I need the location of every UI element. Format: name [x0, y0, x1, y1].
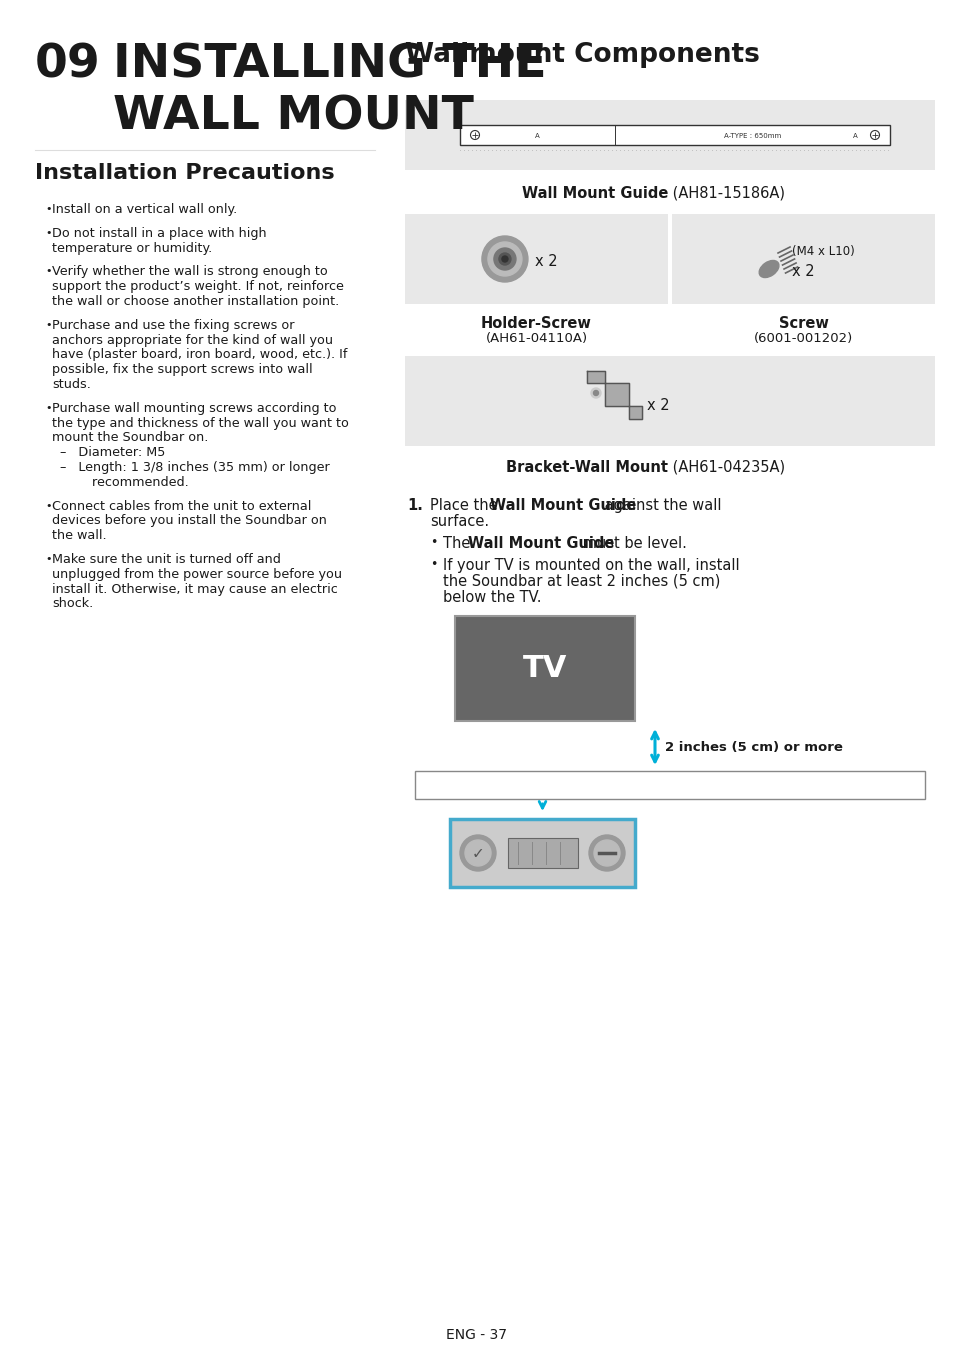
Circle shape [590, 389, 600, 398]
Text: x 2: x 2 [535, 255, 557, 269]
Text: Holder-Screw: Holder-Screw [480, 315, 591, 330]
Text: anchors appropriate for the kind of wall you: anchors appropriate for the kind of wall… [52, 333, 333, 347]
Text: the wall or choose another installation point.: the wall or choose another installation … [52, 295, 339, 307]
Circle shape [494, 248, 516, 269]
Circle shape [594, 839, 619, 867]
Text: x 2: x 2 [791, 264, 814, 279]
Text: WALL MOUNT: WALL MOUNT [112, 95, 474, 139]
Text: –   Length: 1 3/8 inches (35 mm) or longer: – Length: 1 3/8 inches (35 mm) or longer [60, 460, 330, 474]
Bar [459, 125, 889, 145]
Text: Wall Mount Guide: Wall Mount Guide [468, 536, 614, 551]
Text: (M4 x L10): (M4 x L10) [791, 245, 854, 257]
Text: •: • [430, 536, 436, 548]
Text: the type and thickness of the wall you want to: the type and thickness of the wall you w… [52, 417, 349, 429]
Ellipse shape [759, 260, 778, 278]
Text: •: • [45, 501, 51, 510]
Bar [671, 214, 934, 305]
Text: the Soundbar at least 2 inches (5 cm): the Soundbar at least 2 inches (5 cm) [442, 574, 720, 589]
Text: (AH81-15186A): (AH81-15186A) [667, 185, 784, 200]
Text: unplugged from the power source before you: unplugged from the power source before y… [52, 567, 341, 581]
Text: •: • [45, 267, 51, 276]
Text: •: • [430, 558, 436, 571]
Text: INSTALLING THE: INSTALLING THE [112, 42, 546, 87]
Text: •: • [45, 554, 51, 565]
Text: •: • [45, 320, 51, 330]
Text: x 2: x 2 [646, 398, 669, 413]
Bar [405, 100, 934, 171]
Text: (AH61-04110A): (AH61-04110A) [485, 332, 587, 345]
Text: •: • [45, 227, 51, 238]
Text: Installation Precautions: Installation Precautions [35, 162, 335, 183]
Text: possible, fix the support screws into wall: possible, fix the support screws into wa… [52, 363, 313, 376]
Text: against the wall: against the wall [599, 498, 720, 513]
Text: A: A [535, 133, 539, 139]
Bar [405, 356, 934, 445]
Text: Connect cables from the unit to external: Connect cables from the unit to external [52, 500, 311, 513]
Circle shape [487, 242, 521, 276]
Text: Bracket-Wall Mount: Bracket-Wall Mount [505, 460, 667, 475]
Text: If your TV is mounted on the wall, install: If your TV is mounted on the wall, insta… [442, 558, 739, 573]
Text: A: A [852, 133, 857, 139]
Text: surface.: surface. [430, 515, 489, 529]
Text: Purchase and use the fixing screws or: Purchase and use the fixing screws or [52, 318, 294, 332]
FancyBboxPatch shape [415, 770, 924, 799]
Text: recommended.: recommended. [68, 475, 189, 489]
Text: Do not install in a place with high: Do not install in a place with high [52, 227, 266, 240]
FancyBboxPatch shape [455, 616, 635, 720]
Text: the wall.: the wall. [52, 529, 107, 542]
Polygon shape [586, 371, 641, 418]
Text: ENG - 37: ENG - 37 [446, 1328, 507, 1342]
Circle shape [588, 835, 624, 871]
Text: have (plaster board, iron board, wood, etc.). If: have (plaster board, iron board, wood, e… [52, 348, 347, 362]
Text: The: The [442, 536, 475, 551]
Circle shape [498, 253, 511, 265]
Text: temperature or humidity.: temperature or humidity. [52, 241, 212, 255]
Text: studs.: studs. [52, 378, 91, 391]
Circle shape [481, 236, 527, 282]
Text: Wall Mount Guide: Wall Mount Guide [490, 498, 636, 513]
Text: TV: TV [522, 654, 567, 682]
Text: 09: 09 [35, 42, 101, 87]
Circle shape [459, 835, 496, 871]
Text: install it. Otherwise, it may cause an electric: install it. Otherwise, it may cause an e… [52, 582, 337, 596]
Text: Wall Mount Guide: Wall Mount Guide [521, 185, 667, 200]
Text: Make sure the unit is turned off and: Make sure the unit is turned off and [52, 552, 280, 566]
Text: Install on a vertical wall only.: Install on a vertical wall only. [52, 203, 237, 217]
Text: 2 inches (5 cm) or more: 2 inches (5 cm) or more [664, 741, 842, 753]
Text: –   Diameter: M5: – Diameter: M5 [60, 447, 165, 459]
Bar [507, 838, 578, 868]
Text: Wallmount Components: Wallmount Components [405, 42, 760, 68]
Text: •: • [45, 204, 51, 214]
Text: 1.: 1. [407, 498, 422, 513]
Text: A-TYPE : 650mm: A-TYPE : 650mm [723, 133, 781, 139]
Text: Place the: Place the [430, 498, 501, 513]
Text: below the TV.: below the TV. [442, 590, 541, 605]
Text: support the product’s weight. If not, reinforce: support the product’s weight. If not, re… [52, 280, 343, 294]
Text: Purchase wall mounting screws according to: Purchase wall mounting screws according … [52, 402, 336, 414]
Circle shape [593, 390, 598, 395]
Text: must be level.: must be level. [578, 536, 686, 551]
Circle shape [501, 256, 507, 263]
Text: mount the Soundbar on.: mount the Soundbar on. [52, 432, 208, 444]
Text: ✓: ✓ [471, 846, 484, 861]
Text: •: • [45, 402, 51, 413]
FancyBboxPatch shape [450, 819, 635, 887]
Text: devices before you install the Soundbar on: devices before you install the Soundbar … [52, 515, 327, 528]
Bar [405, 214, 667, 305]
Circle shape [464, 839, 491, 867]
Text: (AH61-04235A): (AH61-04235A) [667, 460, 784, 475]
Text: Verify whether the wall is strong enough to: Verify whether the wall is strong enough… [52, 265, 328, 279]
Text: shock.: shock. [52, 597, 93, 611]
Text: (6001-001202): (6001-001202) [753, 332, 852, 345]
Text: Screw: Screw [778, 315, 827, 330]
